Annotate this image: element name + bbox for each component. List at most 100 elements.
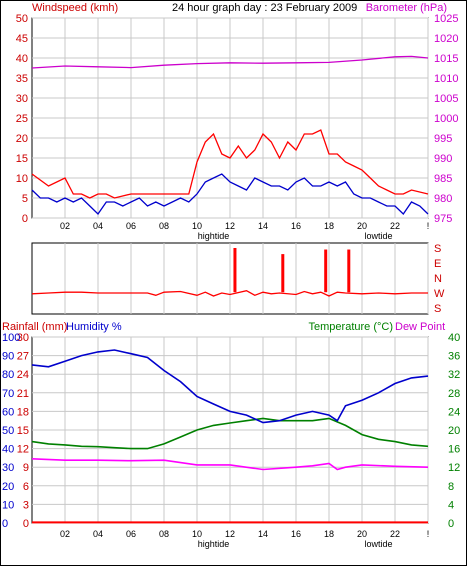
wind-average-line — [31, 173, 429, 216]
barometer-tick-label: 985 — [434, 173, 452, 185]
humidity-tick-label: 70 — [2, 388, 14, 400]
windspeed-tick-label: 40 — [16, 53, 28, 65]
windspeed-tick-label: 50 — [16, 13, 28, 25]
rainfall-tick-label: 30 — [17, 332, 29, 344]
temperature-tick-label: 4 — [448, 499, 454, 511]
wind-x-tick-label: 02 — [60, 221, 70, 231]
barometer-tick-label: 1020 — [434, 33, 458, 45]
temp-event-lowtide: lowtide — [364, 539, 392, 549]
barometer-axis-title: Barometer (hPa) — [366, 2, 447, 14]
humidity-tick-label: 10 — [2, 499, 14, 511]
direction-tick-label: W — [434, 288, 445, 300]
temp-x-tick-label: 02 — [60, 529, 70, 539]
temperature-humidity-panel: 0369121518212427300102030405060708090100… — [2, 332, 460, 549]
wind-x-tick-label: 06 — [126, 221, 136, 231]
rainfall-tick-label: 18 — [17, 406, 29, 418]
direction-tick-label: E — [434, 258, 441, 270]
barometer-tick-label: 980 — [434, 193, 452, 205]
humidity-line — [31, 349, 429, 424]
rainfall-tick-label: 6 — [23, 481, 29, 493]
barometer-tick-label: 1010 — [434, 73, 458, 85]
humidity-tick-label: 0 — [2, 518, 8, 530]
wind-x-tick-label: 10 — [192, 221, 202, 231]
direction-tick-label: N — [434, 273, 442, 285]
wind-x-tick-label: 22 — [390, 221, 400, 231]
windspeed-axis-title: Windspeed (kmh) — [32, 2, 118, 14]
humidity-tick-label: 60 — [2, 406, 14, 418]
wind-x-tick-label: 16 — [291, 221, 301, 231]
wind-x-tick-label: 20 — [357, 221, 367, 231]
dewpoint-axis-title: Dew Point — [395, 321, 445, 333]
barometer-tick-label: 1015 — [434, 53, 458, 65]
barometer-tick-label: 995 — [434, 133, 452, 145]
temp-x-tick-label: 20 — [357, 529, 367, 539]
temp-event-hightide: hightide — [198, 539, 230, 549]
barometer-tick-label: 1000 — [434, 113, 458, 125]
rainfall-tick-label: 15 — [17, 425, 29, 437]
wind-x-tick-label: 08 — [159, 221, 169, 231]
rainfall-axis-title: Rainfall (mm) — [2, 321, 67, 333]
wind-x-tick-label: 14 — [258, 221, 268, 231]
windspeed-tick-label: 15 — [16, 153, 28, 165]
wind-x-tick-label: 18 — [324, 221, 334, 231]
barometer-line — [31, 55, 429, 69]
wind-gust-line — [31, 129, 429, 199]
humidity-tick-label: 100 — [2, 332, 20, 344]
barometer-tick-label: 1005 — [434, 93, 458, 105]
wind-event-lowtide: lowtide — [364, 231, 392, 241]
windspeed-tick-label: 0 — [22, 213, 28, 225]
temp-x-tick-label: 22 — [390, 529, 400, 539]
temp-x-tick-label: 06 — [126, 529, 136, 539]
rainfall-tick-label: 9 — [23, 462, 29, 474]
temperature-tick-label: 0 — [448, 518, 454, 530]
temperature-tick-label: 36 — [448, 351, 460, 363]
humidity-tick-label: 20 — [2, 481, 14, 493]
temp-x-tick-label: 04 — [93, 529, 103, 539]
humidity-tick-label: 80 — [2, 369, 14, 381]
windspeed-tick-label: 30 — [16, 93, 28, 105]
rainfall-tick-label: 21 — [17, 388, 29, 400]
rainfall-tick-label: 24 — [17, 369, 29, 381]
temperature-tick-label: 12 — [448, 462, 460, 474]
temp-x-tick-label: ! — [427, 529, 430, 539]
temp-x-tick-label: 16 — [291, 529, 301, 539]
rainfall-tick-label: 0 — [23, 518, 29, 530]
wind-event-hightide: hightide — [198, 231, 230, 241]
temperature-tick-label: 20 — [448, 425, 460, 437]
rainfall-tick-label: 27 — [17, 351, 29, 363]
dewpoint-line — [31, 458, 429, 471]
wind-barometer-panel: 0510152025303540455097598098599099510001… — [16, 13, 459, 241]
temperature-tick-label: 40 — [448, 332, 460, 344]
temp-x-tick-label: 12 — [225, 529, 235, 539]
wind-x-tick-label: ! — [427, 221, 430, 231]
windspeed-tick-label: 20 — [16, 133, 28, 145]
temperature-line — [31, 417, 429, 450]
humidity-tick-label: 40 — [2, 444, 14, 456]
temperature-tick-label: 8 — [448, 481, 454, 493]
wind-x-tick-label: 04 — [93, 221, 103, 231]
humidity-axis-title: Humidity % — [66, 321, 122, 333]
graph-title: 24 hour graph day : 23 February 2009 — [172, 2, 357, 14]
rainfall-tick-label: 12 — [17, 444, 29, 456]
temperature-tick-label: 32 — [448, 369, 460, 381]
direction-tick-label: S — [434, 303, 441, 315]
direction-tick-label: S — [434, 243, 441, 255]
rainfall-tick-label: 3 — [23, 499, 29, 511]
temperature-tick-label: 16 — [448, 444, 460, 456]
humidity-tick-label: 90 — [2, 351, 14, 363]
temp-x-tick-label: 14 — [258, 529, 268, 539]
humidity-tick-label: 30 — [2, 462, 14, 474]
temp-x-tick-label: 08 — [159, 529, 169, 539]
temperature-tick-label: 24 — [448, 406, 460, 418]
barometer-tick-label: 975 — [434, 213, 452, 225]
temperature-axis-title: Temperature (°C) — [309, 321, 393, 333]
temp-x-tick-label: 18 — [324, 529, 334, 539]
wind-x-tick-label: 12 — [225, 221, 235, 231]
windspeed-tick-label: 35 — [16, 73, 28, 85]
windspeed-tick-label: 25 — [16, 113, 28, 125]
windspeed-tick-label: 5 — [22, 193, 28, 205]
windspeed-tick-label: 45 — [16, 33, 28, 45]
